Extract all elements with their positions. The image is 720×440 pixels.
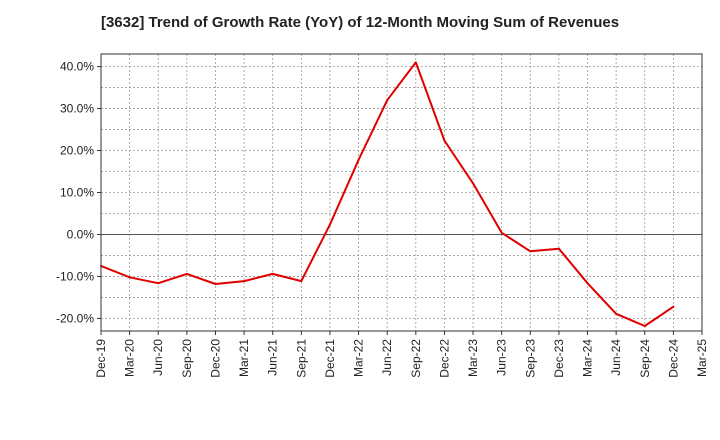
data-point (529, 250, 532, 253)
chart-title: [3632] Trend of Growth Rate (YoY) of 12-… (100, 14, 620, 31)
x-tick-label: Mar-23 (466, 339, 480, 377)
x-tick-label: Sep-22 (409, 339, 423, 378)
x-tick-label: Mar-25 (695, 339, 709, 377)
data-point (357, 158, 360, 161)
grid-lines (101, 54, 702, 331)
x-tick-label: Dec-23 (552, 339, 566, 378)
y-tick-label: 0.0% (67, 227, 95, 241)
y-axis-ticks: 40.0% 30.0% 20.0% 10.0% 0.0% -10.0% -20.0% (56, 60, 101, 325)
data-point (386, 99, 389, 102)
data-point (472, 182, 475, 185)
x-tick-label: Sep-21 (294, 339, 308, 378)
x-tick-label: Dec-20 (208, 339, 222, 378)
data-point (271, 272, 274, 275)
data-point (500, 231, 503, 234)
y-tick-label: 10.0% (60, 186, 94, 200)
data-point (643, 324, 646, 327)
data-point (328, 223, 331, 226)
x-axis-ticks: Dec-19 Mar-20 Jun-20 Sep-20 Dec-20 Mar-21 Jun-… (94, 331, 709, 378)
x-tick-label: Jun-20 (151, 339, 165, 376)
x-tick-label: Mar-21 (237, 339, 251, 377)
x-tick-label: Mar-20 (123, 339, 137, 377)
data-point (214, 282, 217, 285)
x-tick-label: Mar-24 (581, 339, 595, 377)
x-tick-label: Jun-21 (266, 339, 280, 376)
y-tick-label: 20.0% (60, 144, 94, 158)
x-tick-label: Dec-19 (94, 339, 108, 378)
data-point (672, 305, 675, 308)
y-tick-label: 30.0% (60, 102, 94, 116)
data-point (414, 61, 417, 64)
y-tick-label: 40.0% (60, 60, 94, 74)
x-tick-label: Jun-22 (380, 339, 394, 376)
y-tick-label: -10.0% (56, 269, 94, 283)
data-point (157, 282, 160, 285)
data-point (615, 312, 618, 315)
x-tick-label: Mar-22 (352, 339, 366, 377)
y-tick-label: -20.0% (56, 311, 94, 325)
x-tick-label: Sep-24 (638, 339, 652, 378)
x-tick-label: Jun-24 (609, 339, 623, 376)
x-tick-label: Jun-23 (495, 339, 509, 376)
x-tick-label: Dec-22 (437, 339, 451, 378)
data-point (185, 272, 188, 275)
x-tick-label: Dec-24 (666, 339, 680, 378)
x-tick-label: Sep-23 (523, 339, 537, 378)
data-point (586, 282, 589, 285)
data-point (243, 280, 246, 283)
x-tick-label: Sep-20 (180, 339, 194, 378)
series-layer (100, 61, 675, 327)
data-point (300, 280, 303, 283)
data-point (128, 276, 131, 279)
data-point (557, 247, 560, 250)
x-tick-label: Dec-21 (323, 339, 337, 378)
data-point (443, 139, 446, 142)
